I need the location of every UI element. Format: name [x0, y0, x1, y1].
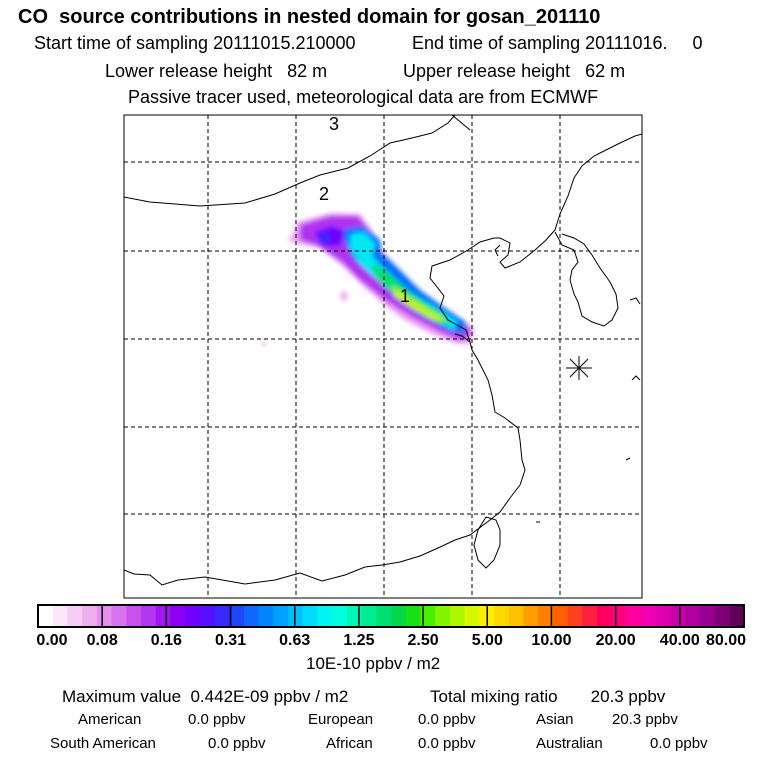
region-value-african: 0.0 ppbv: [418, 735, 476, 752]
colorbar-cell: [229, 605, 245, 627]
colorbar-cell: [185, 605, 201, 627]
colorbar-cell: [523, 605, 539, 627]
region-value-european: 0.0 ppbv: [418, 711, 476, 728]
colorbar-cell: [332, 605, 348, 627]
colorbar-cell: [288, 605, 304, 627]
colorbar-cell: [449, 605, 466, 627]
colorbar-cell: [258, 605, 274, 627]
colorbar-cell: [508, 605, 524, 627]
concentration-plume: [262, 213, 474, 346]
map-content: 3 2 1: [124, 114, 642, 598]
colorbar-cell: [111, 605, 127, 627]
colorbar-cell: [38, 605, 54, 627]
region-value-south-american: 0.0 ppbv: [208, 735, 266, 752]
colorbar-cell: [155, 605, 171, 627]
region-name-asian: Asian: [536, 711, 574, 728]
colorbar-tick-label: 10.00: [531, 632, 572, 649]
start-time-label: Start time of sampling 20111015.210000: [34, 33, 356, 53]
colorbar-cell: [552, 605, 569, 627]
colorbar-tick-label: 20.00: [595, 632, 636, 649]
colorbar-unit-label: 10E-10 ppbv / m2: [306, 654, 441, 673]
colorbar-cell: [655, 605, 672, 627]
colorbar-frame: [37, 604, 745, 628]
receptor-marker-icon: [566, 356, 592, 380]
region-value-australian: 0.0 ppbv: [650, 735, 708, 752]
colorbar-cell: [420, 605, 436, 627]
trajectory-marker-3: 3: [329, 114, 339, 134]
colorbar-tick-label: 2.50: [407, 632, 439, 649]
region-name-south-american: South American: [50, 735, 156, 752]
colorbar-cell: [391, 605, 407, 627]
region-name-african: African: [326, 735, 373, 752]
colorbar-cell: [464, 605, 480, 627]
colorbar-cell: [538, 605, 554, 627]
colorbar-cell: [302, 605, 319, 627]
trajectory-marker-1: 1: [400, 286, 410, 306]
colorbar-cell: [729, 605, 745, 627]
tracer-info-label: Passive tracer used, meteorological data…: [128, 87, 599, 107]
colorbar-cell: [126, 605, 142, 627]
colorbar-tick-label: 1.25: [343, 632, 375, 649]
colorbar-cell: [361, 605, 377, 627]
colorbar-cell: [611, 605, 627, 627]
colorbar-cell: [170, 605, 186, 627]
colorbar-cell: [405, 605, 422, 627]
colorbar-cell: [214, 605, 230, 627]
colorbar-cell: [243, 605, 260, 627]
colorbar-cell: [376, 605, 392, 627]
colorbar-cell: [641, 605, 657, 627]
colorbar-cell: [67, 605, 83, 627]
lower-release-height-label: Lower release height 82 m: [105, 61, 328, 81]
colorbar-cell: [273, 605, 289, 627]
colorbar-cell: [52, 605, 69, 627]
colorbar-cell: [685, 605, 701, 627]
map-frame: [123, 114, 643, 599]
colorbar-cell: [199, 605, 216, 627]
colorbar-cell: [493, 605, 510, 627]
colorbar-tick-label: 40.00: [659, 632, 700, 649]
region-value-asian: 20.3 ppbv: [612, 711, 678, 728]
colorbar-cell: [714, 605, 730, 627]
colorbar-tick-label: 0.08: [86, 632, 118, 649]
colorbar-tick-label: 0.63: [279, 632, 311, 649]
region-name-european: European: [308, 711, 374, 728]
colorbar-cell: [699, 605, 716, 627]
colorbar-tick-label: 5.00: [471, 632, 503, 649]
coastlines: [124, 115, 642, 598]
colorbar-cell: [435, 605, 451, 627]
colorbar-cell: [346, 605, 363, 627]
colorbar-cell: [626, 605, 642, 627]
colorbar-tick-label: 0.31: [214, 632, 247, 649]
end-time-label: End time of sampling 20111016. 0: [412, 33, 703, 53]
colorbar-cell: [670, 605, 686, 627]
colorbar-tick-label: 0.00: [36, 632, 68, 649]
chart-title: CO source contributions in nested domain…: [18, 6, 601, 28]
grid-lines: [124, 115, 642, 598]
colorbar-cell: [317, 605, 333, 627]
colorbar-cell: [567, 605, 583, 627]
colorbar: [38, 605, 745, 627]
upper-release-height-label: Upper release height 62 m: [403, 61, 626, 81]
colorbar-cell: [140, 605, 157, 627]
region-name-australian: Australian: [536, 735, 603, 752]
colorbar-cell: [82, 605, 98, 627]
region-name-american: American: [78, 711, 142, 728]
colorbar-cell: [96, 605, 113, 627]
colorbar-tick-label: 80.00: [705, 632, 747, 649]
max-value-label: Maximum value 0.442E-09 ppbv / m2: [62, 687, 349, 706]
trajectory-marker-2: 2: [319, 184, 329, 204]
colorbar-tick-label: 0.16: [150, 632, 182, 649]
total-mixing-ratio-label: Total mixing ratio 20.3 ppbv: [430, 687, 666, 706]
region-value-american: 0.0 ppbv: [188, 711, 246, 728]
colorbar-cell: [582, 605, 598, 627]
colorbar-cell: [596, 605, 613, 627]
